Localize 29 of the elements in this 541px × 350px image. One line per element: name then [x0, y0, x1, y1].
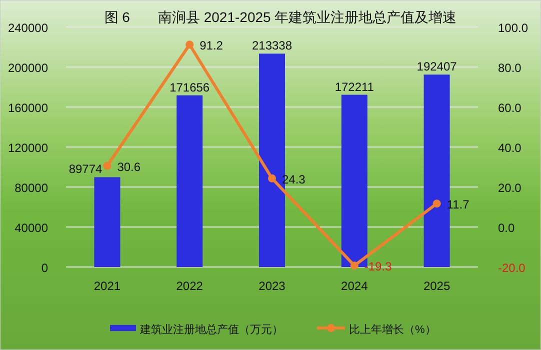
data-label: 30.6: [117, 160, 141, 174]
y2-tick-label: 80.0: [498, 61, 522, 75]
y-tick-label: 120000: [8, 141, 48, 155]
y-tick-label: 0: [41, 261, 48, 275]
x-tick-label: 2025: [423, 279, 450, 293]
data-label: 89774: [68, 162, 103, 176]
y2-tick-label: 60.0: [498, 101, 522, 115]
x-tick-label: 2024: [341, 279, 368, 293]
chart-title: 图 6 南涧县 2021-2025 年建筑业注册地总产值及增速: [104, 9, 457, 25]
data-label: 213338: [252, 38, 292, 53]
x-tick-label: 2023: [258, 279, 286, 293]
y2-tick-label: 40.0: [498, 141, 522, 155]
y-tick-label: 240000: [8, 21, 48, 35]
data-label: 91.2: [200, 38, 224, 53]
y-tick-label: 80000: [14, 181, 48, 195]
y-tick-label: 200000: [8, 61, 48, 75]
data-label: 172211: [334, 80, 374, 94]
x-tick-label: 2022: [176, 279, 204, 293]
y2-tick-label: 100.0: [498, 21, 528, 35]
y2-tick-label: 0.0: [498, 221, 516, 235]
y2-tick-label: 20.0: [498, 181, 522, 195]
data-label: 192407: [416, 60, 458, 74]
legend-label: 比上年增长（%）: [349, 323, 436, 336]
y2-tick-label: -20.0: [498, 261, 526, 275]
y-tick-label: 40000: [14, 221, 48, 235]
legend-label: 建筑业注册地总产值（万元）: [139, 323, 283, 336]
data-label: 171656: [170, 80, 210, 94]
x-tick-label: 2021: [94, 279, 121, 293]
y-tick-label: 160000: [8, 101, 48, 115]
